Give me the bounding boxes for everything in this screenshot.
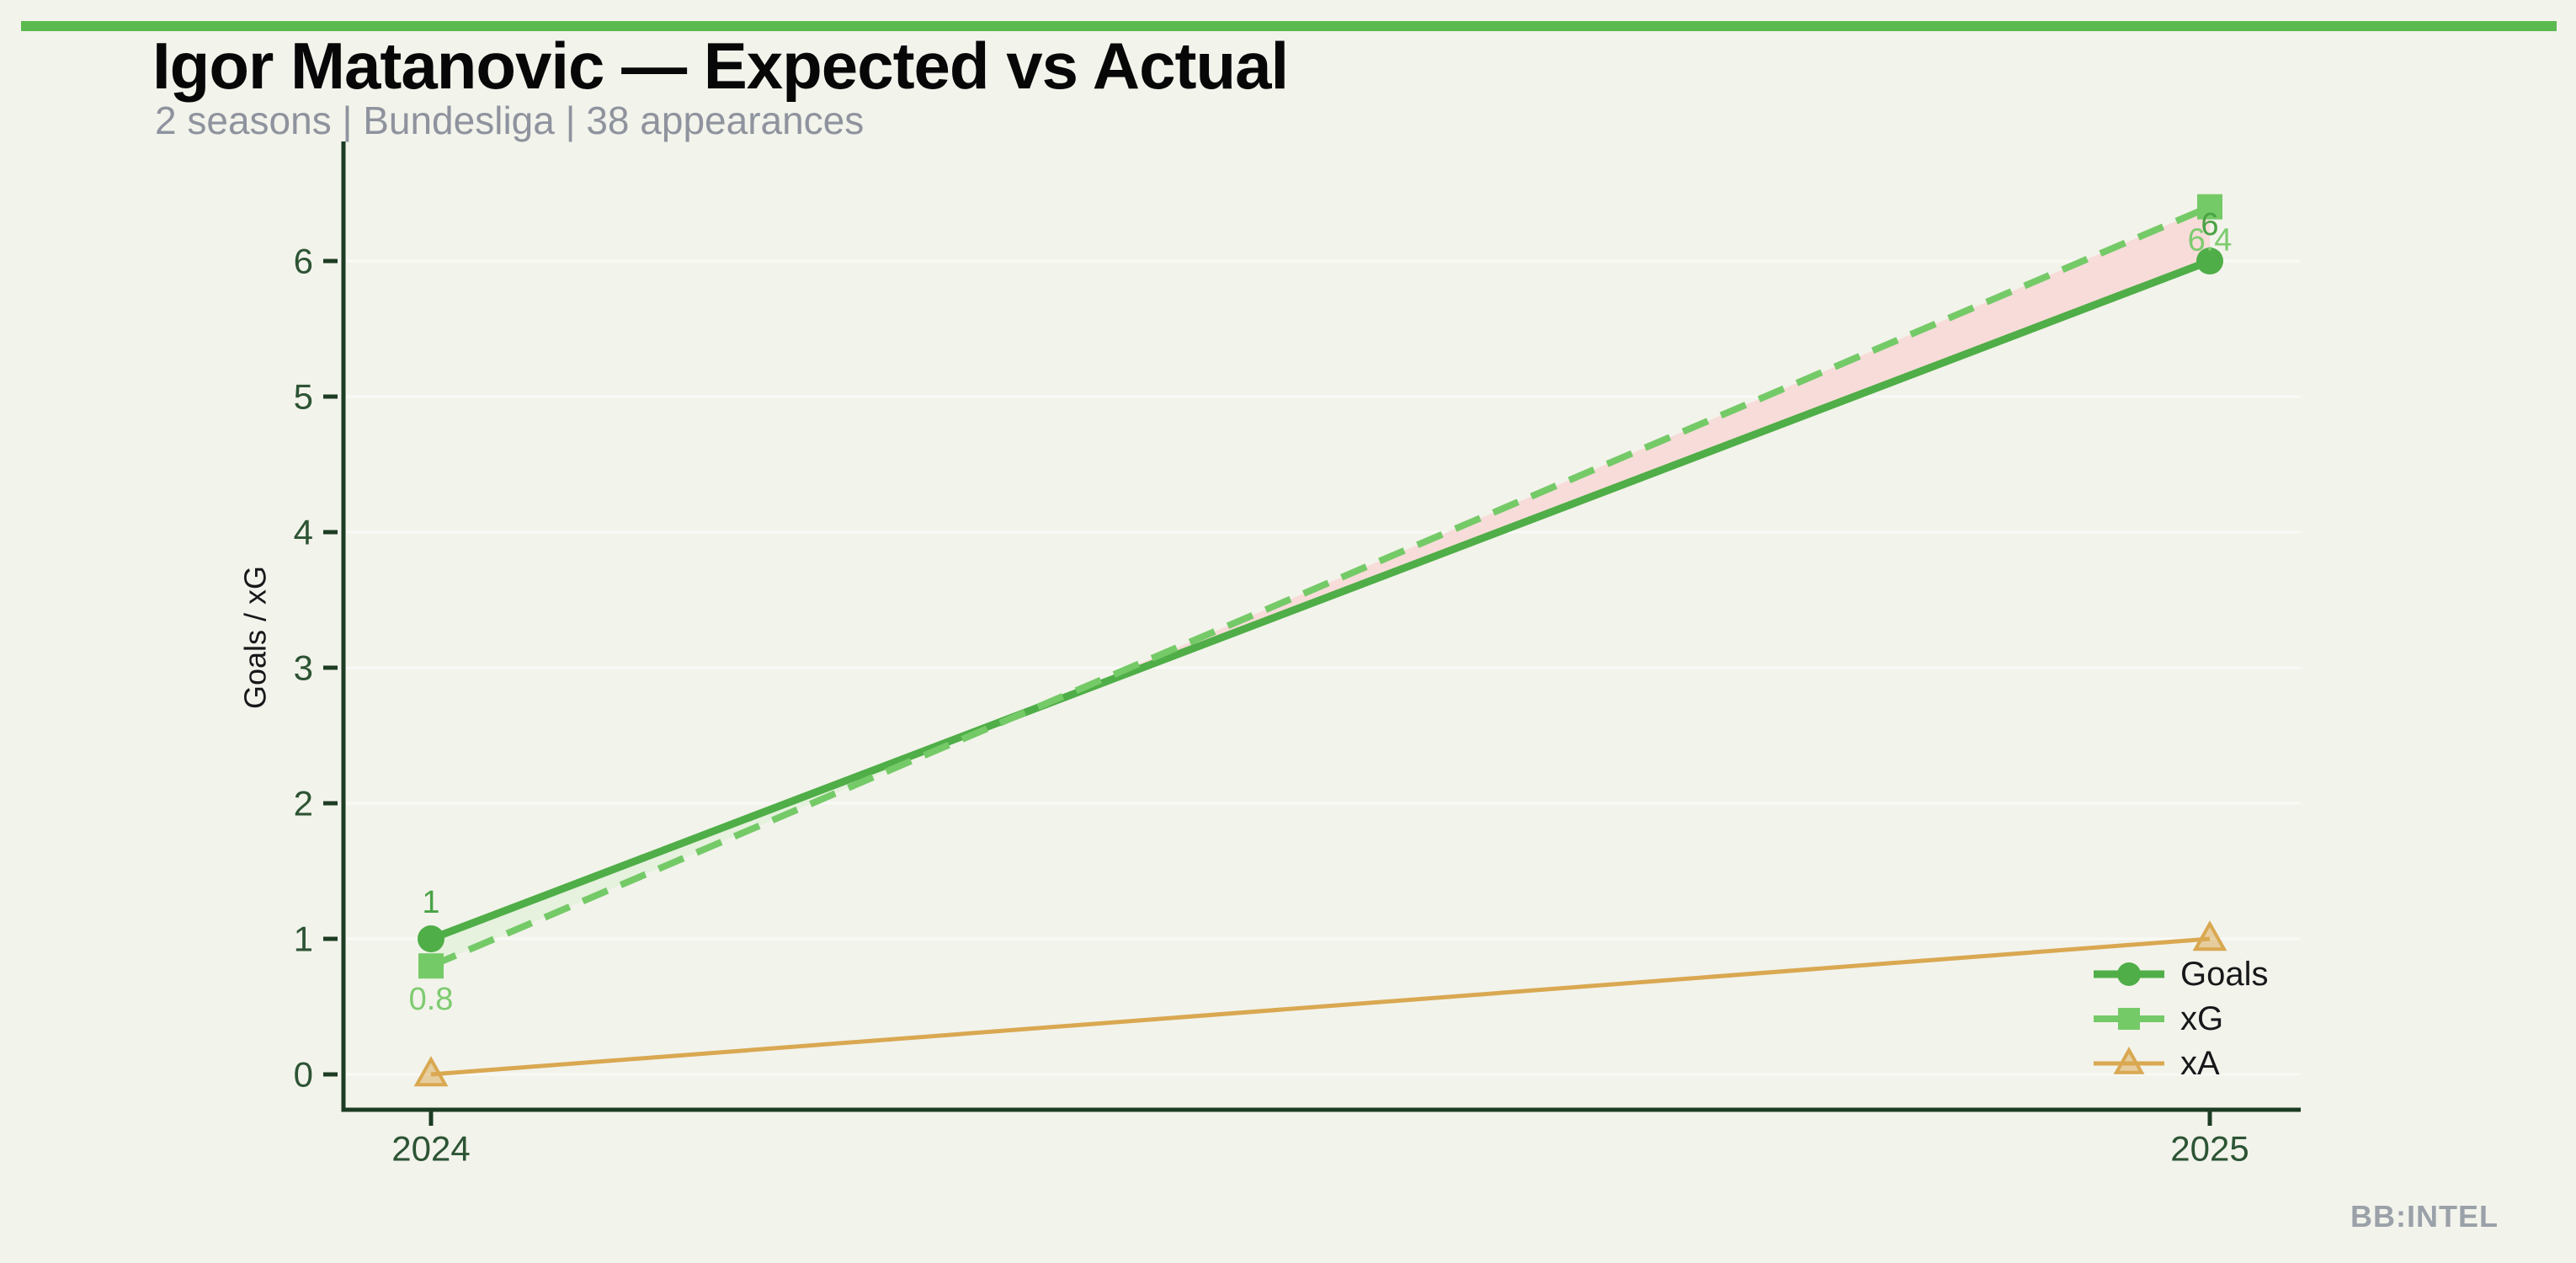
goals-data-label: 6 <box>2201 207 2218 242</box>
overperformance-fill <box>431 712 1025 967</box>
y-tick-label: 1 <box>294 919 313 959</box>
gridlines <box>346 259 2301 1076</box>
xg-marker <box>418 953 444 979</box>
watermark: BB:INTEL <box>2350 1199 2499 1234</box>
xg-line <box>429 203 2211 969</box>
x-tick-label: 2025 <box>2170 1129 2249 1169</box>
xg-marker <box>2197 194 2222 220</box>
y-tick-label: 3 <box>294 648 313 688</box>
y-tick-label: 6 <box>294 242 313 281</box>
legend-item-xa: xA <box>2094 1045 2220 1082</box>
legend-triangle-marker <box>2113 1047 2145 1074</box>
goals-data-label: 1 <box>422 885 439 920</box>
x-tick-label: 2024 <box>391 1129 470 1169</box>
y-tick-label: 0 <box>294 1055 313 1095</box>
y-tick-label: 2 <box>294 784 313 823</box>
xa-marker <box>2192 920 2227 951</box>
xg-data-label: 6.4 <box>2188 223 2233 258</box>
data-labels: 0.8 6.4 1 6 <box>409 207 2233 1017</box>
legend-item-xg: xG <box>2094 1000 2223 1037</box>
y-axis-title: Goals / xG <box>238 566 273 709</box>
xa-marker <box>413 1056 449 1087</box>
legend-item-goals: Goals <box>2094 956 2269 993</box>
series-lines <box>429 203 2211 1077</box>
y-tick-label: 4 <box>294 513 313 552</box>
chart-subtitle: 2 seasons | Bundesliga | 38 appearances <box>155 99 865 142</box>
accent-bar <box>21 21 2557 31</box>
legend-circle-marker <box>2117 962 2141 986</box>
chart-title: Igor Matanovic — Expected vs Actual <box>152 29 1289 103</box>
axes: 0 1 2 3 4 5 6 2024 2025 Goals / xG <box>238 141 2301 1169</box>
goals-marker <box>418 925 444 952</box>
goals-marker <box>2196 248 2223 274</box>
legend-label: Goals <box>2180 956 2269 993</box>
legend-label: xG <box>2180 1000 2223 1037</box>
legend: Goals xG xA <box>2094 956 2269 1082</box>
y-tick-label: 5 <box>294 377 313 417</box>
xg-data-label: 0.8 <box>409 982 454 1017</box>
xa-line <box>430 936 2211 1077</box>
goals-line <box>429 257 2211 943</box>
series-markers <box>413 194 2227 1087</box>
legend-square-marker <box>2118 1008 2140 1030</box>
legend-label: xA <box>2180 1045 2220 1082</box>
